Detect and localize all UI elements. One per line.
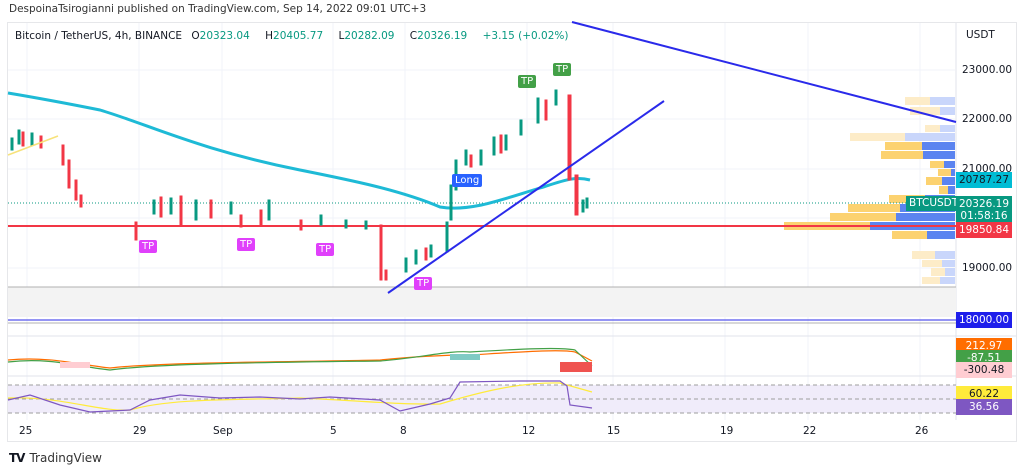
time-tick: 22: [803, 425, 817, 437]
time-tick: Sep: [213, 425, 233, 437]
open-value: 20323.04: [199, 30, 250, 42]
macd-pane: [7, 347, 593, 372]
volume-profile: [784, 97, 955, 284]
price-tick: 19000.00: [962, 262, 1013, 274]
downtrend-line: [571, 21, 957, 123]
footer-brand[interactable]: TV TradingView: [9, 451, 102, 465]
symbol-tag: BTCUSDT: [906, 196, 962, 211]
change-value: +3.15 (+0.02%): [482, 30, 569, 42]
high-prefix: H: [265, 30, 274, 42]
rsi-value-tag: 36.56: [956, 399, 1012, 415]
time-tick: 12: [522, 425, 536, 437]
tp-marker: TP: [553, 63, 572, 76]
time-tick: 8: [400, 425, 407, 437]
histogram-value-tag: -300.48: [956, 362, 1012, 378]
support-price-tag: 19850.84: [956, 222, 1012, 238]
ma-price-tag: 20787.27: [956, 172, 1012, 188]
level-price-tag: 18000.00: [956, 312, 1012, 328]
candles: [10, 89, 589, 281]
ohlc-legend: Bitcoin / TetherUS, 4h, BINANCE O20323.0…: [15, 30, 574, 42]
symbol-title: Bitcoin / TetherUS, 4h, BINANCE: [15, 30, 183, 42]
chart-frame[interactable]: [7, 22, 1017, 442]
tp-marker: TP: [518, 75, 537, 88]
time-tick: 25: [19, 425, 33, 437]
time-tick: 26: [915, 425, 929, 437]
close-value: 20326.19: [417, 30, 468, 42]
rsi-pane: [7, 380, 956, 414]
high-value: 20405.77: [273, 30, 324, 42]
price-tick: 22000.00: [962, 113, 1013, 125]
rsi-ma-value-tag: 60.22: [956, 386, 1012, 402]
brand-name: TradingView: [29, 451, 102, 465]
close-prefix: C: [409, 30, 418, 42]
tradingview-logo-icon: TV: [9, 451, 26, 465]
time-tick: 5: [330, 425, 337, 437]
tp-marker: TP: [414, 277, 433, 290]
currency-label: USDT: [966, 29, 995, 41]
publish-info: DespoinaTsirogianni published on Trading…: [9, 3, 427, 15]
tp-marker: TP: [237, 238, 256, 251]
tp-marker: TP: [316, 243, 335, 256]
tp-marker: TP: [139, 240, 158, 253]
moving-average-line: [7, 91, 591, 210]
range-zone: [8, 287, 956, 317]
low-prefix: L: [338, 30, 345, 42]
uptrend-line: [387, 100, 665, 294]
time-tick: 19: [720, 425, 734, 437]
low-value: 20282.09: [344, 30, 395, 42]
open-prefix: O: [191, 30, 200, 42]
bar-countdown: 01:58:16: [956, 208, 1012, 224]
long-marker: Long: [452, 174, 483, 187]
price-tick: 23000.00: [962, 64, 1013, 76]
time-tick: 15: [607, 425, 621, 437]
time-tick: 29: [133, 425, 147, 437]
